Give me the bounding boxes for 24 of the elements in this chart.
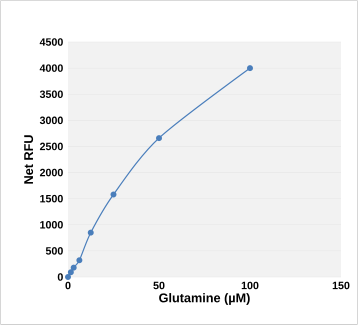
y-tick-label: 0 [58,273,63,281]
point [70,264,77,271]
point [110,191,116,198]
x-tick-label: 150 [332,282,350,290]
y-tick-label: 3500 [40,90,63,98]
y-tick-label: 500 [46,247,63,255]
y-tick-label: 1500 [40,194,63,202]
point [88,230,94,236]
x-axis-title: Glutamine (µM) [159,293,250,305]
point [76,257,82,264]
x-tick-label: 100 [242,282,258,290]
y-tick-label: 1000 [40,220,63,229]
x-tick-label: 0 [65,282,71,290]
point [156,135,162,142]
x-tick-label: 50 [153,282,164,290]
y-axis-title: Net RFU [24,135,34,184]
y-tick-label: 4500 [40,38,63,46]
point [68,269,74,276]
point [65,274,71,280]
y-tick-label: 2000 [40,168,63,176]
point [246,65,253,72]
y-tick-label: 3000 [40,116,63,124]
y-tick-label: 4000 [40,64,63,72]
y-tick-label: 2500 [40,142,63,150]
